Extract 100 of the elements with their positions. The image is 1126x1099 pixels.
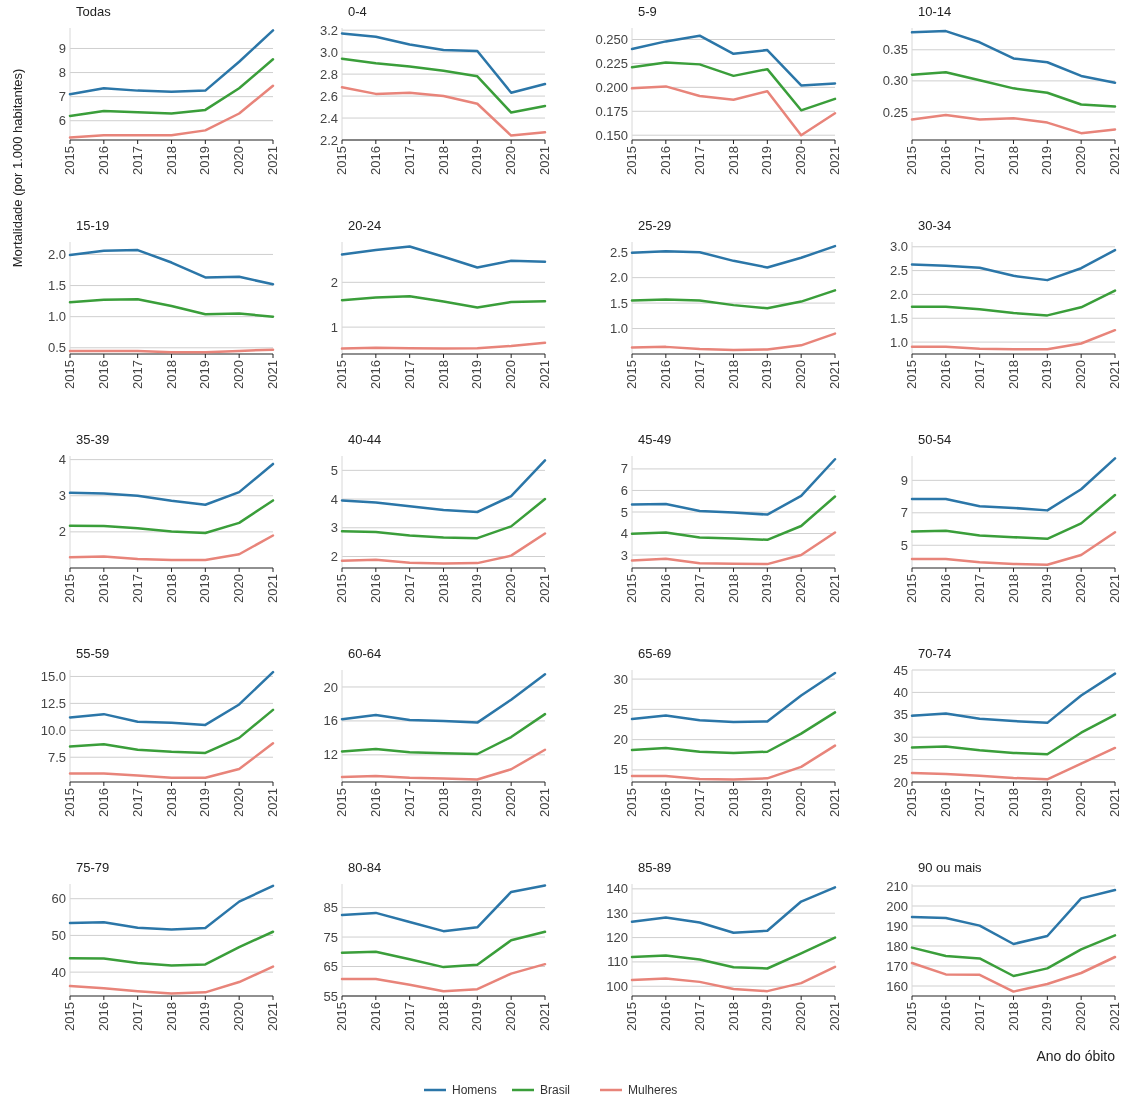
- line-series: [68, 499, 275, 535]
- x-tick-label: 2017: [971, 788, 987, 817]
- y-tick-label: 1.0: [47, 309, 66, 325]
- x-tick-label: 2016: [937, 360, 953, 389]
- x-tick-label: 2019: [1039, 146, 1055, 175]
- x-tick-label: 2020: [793, 146, 809, 175]
- y-tick-label: 3: [620, 547, 628, 563]
- y-tick-label: 4: [330, 491, 338, 507]
- line-series: [910, 955, 1117, 993]
- line-series: [340, 32, 547, 95]
- y-tick-label: 75: [323, 929, 338, 945]
- x-tick-label: 2016: [367, 1002, 383, 1031]
- x-tick-label: 2017: [691, 788, 707, 817]
- line-series: [68, 29, 275, 96]
- line-series: [68, 884, 275, 931]
- y-tick-label: 55: [323, 988, 338, 1004]
- line-series: [68, 58, 275, 118]
- x-tick-label: 2021: [537, 146, 552, 175]
- x-tick-label: 2016: [937, 146, 953, 175]
- y-tick-label: 3: [330, 520, 338, 536]
- x-tick-label: 2016: [657, 1002, 673, 1031]
- x-tick-label: 2017: [401, 146, 417, 175]
- y-tick-label: 85: [323, 900, 338, 916]
- x-tick-label: 2017: [129, 574, 145, 603]
- y-tick-label: 3.0: [889, 239, 908, 255]
- x-tick-label: 2020: [503, 146, 519, 175]
- line-series: [630, 34, 837, 87]
- y-tick-label: 180: [886, 938, 908, 954]
- y-tick-label: 40: [51, 964, 66, 980]
- x-tick-label: 2015: [62, 1002, 77, 1031]
- line-series: [630, 61, 837, 112]
- x-tick-label: 2021: [1107, 146, 1122, 175]
- y-tick-label: 1: [330, 319, 338, 335]
- x-tick-label: 2021: [537, 574, 552, 603]
- x-tick-label: 2015: [334, 1002, 349, 1031]
- x-tick-label: 2018: [163, 788, 179, 817]
- x-tick-label: 2021: [265, 574, 280, 603]
- y-tick-label: 2.0: [609, 270, 628, 286]
- chart-title: 40-44: [348, 432, 382, 447]
- x-tick-label: 2019: [1039, 1002, 1055, 1031]
- line-series: [910, 493, 1117, 541]
- x-tick-label: 2016: [657, 146, 673, 175]
- x-tick-label: 2015: [62, 146, 77, 175]
- y-tick-label: 2.0: [47, 246, 66, 262]
- line-series: [910, 888, 1117, 946]
- line-series: [910, 289, 1117, 317]
- chart-title: 90 ou mais: [918, 860, 983, 875]
- chart-title: 45-49: [638, 432, 672, 447]
- line-series: [340, 930, 547, 969]
- x-tick-label: 2015: [624, 1002, 639, 1031]
- x-tick-label: 2021: [827, 1002, 842, 1031]
- line-series: [340, 459, 547, 514]
- x-tick-label: 2019: [1039, 574, 1055, 603]
- line-series: [910, 457, 1117, 512]
- x-tick-label: 2018: [1005, 146, 1021, 175]
- x-tick-label: 2020: [231, 1002, 247, 1031]
- x-tick-label: 2017: [691, 1002, 707, 1031]
- x-tick-label: 2018: [435, 1002, 451, 1031]
- x-tick-label: 2019: [197, 360, 213, 389]
- line-series: [340, 962, 547, 993]
- legend-label: Brasil: [540, 1083, 571, 1098]
- y-tick-label: 4: [58, 452, 66, 468]
- x-tick-label: 2020: [793, 788, 809, 817]
- y-tick-label: 120: [606, 930, 628, 946]
- x-tick-label: 2020: [231, 788, 247, 817]
- line-series: [910, 29, 1117, 85]
- x-tick-label: 2021: [265, 146, 280, 175]
- line-series: [630, 289, 837, 310]
- y-tick-label: 10.0: [40, 722, 66, 738]
- line-series: [910, 248, 1117, 282]
- x-tick-label: 2020: [503, 360, 519, 389]
- x-tick-label: 2015: [904, 1002, 919, 1031]
- x-tick-label: 2016: [367, 788, 383, 817]
- x-tick-label: 2016: [657, 788, 673, 817]
- x-tick-label: 2016: [937, 574, 953, 603]
- x-tick-label: 2016: [367, 360, 383, 389]
- y-tick-label: 12.5: [40, 695, 66, 711]
- y-tick-label: 2.6: [319, 88, 338, 104]
- x-tick-label: 2019: [759, 1002, 775, 1031]
- line-series: [630, 244, 837, 269]
- line-series: [68, 741, 275, 779]
- x-tick-label: 2018: [1005, 574, 1021, 603]
- x-tick-label: 2019: [469, 788, 485, 817]
- x-tick-label: 2021: [537, 788, 552, 817]
- x-tick-label: 2015: [334, 788, 349, 817]
- chart-title: 50-54: [918, 432, 952, 447]
- y-tick-label: 7: [58, 89, 66, 105]
- line-series: [68, 670, 275, 727]
- x-tick-label: 2020: [1073, 574, 1089, 603]
- y-tick-label: 15: [613, 762, 628, 778]
- y-tick-label: 15.0: [40, 669, 66, 685]
- line-series: [910, 70, 1117, 108]
- x-tick-label: 2018: [435, 360, 451, 389]
- x-tick-label: 2018: [725, 360, 741, 389]
- y-tick-label: 0.150: [595, 127, 628, 143]
- chart-title: 25-29: [638, 218, 672, 233]
- x-tick-label: 2021: [1107, 788, 1122, 817]
- y-tick-label: 2.4: [319, 110, 338, 126]
- x-tick-label: 2018: [435, 574, 451, 603]
- y-tick-label: 6: [58, 113, 66, 129]
